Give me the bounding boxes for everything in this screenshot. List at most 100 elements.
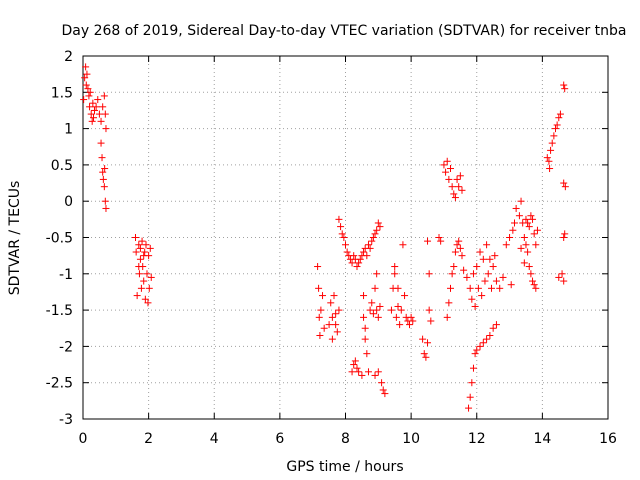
data-point <box>555 273 563 281</box>
data-point <box>366 244 374 252</box>
data-point <box>488 284 496 292</box>
data-point <box>97 139 105 147</box>
data-point <box>469 364 477 372</box>
data-point <box>360 292 368 300</box>
data-point <box>350 361 358 369</box>
data-point <box>473 263 481 271</box>
data-point <box>420 350 428 358</box>
data-point <box>360 313 368 321</box>
data-point <box>373 270 381 278</box>
data-point <box>448 270 456 278</box>
data-point <box>445 299 453 307</box>
data-point <box>325 321 333 329</box>
data-point <box>351 357 359 365</box>
data-point <box>391 263 399 271</box>
data-point <box>373 306 381 314</box>
data-point <box>520 234 528 241</box>
data-point <box>409 317 417 325</box>
data-point <box>527 270 535 278</box>
data-point <box>556 110 564 118</box>
data-point <box>558 270 566 278</box>
data-point <box>506 234 514 241</box>
data-point <box>453 175 461 183</box>
data-point <box>546 165 554 173</box>
data-point <box>560 81 568 89</box>
data-point <box>489 263 497 271</box>
data-point <box>143 270 151 278</box>
data-point <box>437 237 445 245</box>
data-point <box>419 335 427 343</box>
y-tick-label: 1 <box>64 122 73 138</box>
x-axis-ticks: 0 2 4 6 8 10 12 14 16 <box>79 56 617 447</box>
data-point <box>340 234 348 241</box>
data-point <box>483 335 491 343</box>
data-point <box>102 204 110 212</box>
data-point <box>371 371 379 379</box>
data-point <box>463 273 471 281</box>
data-point <box>328 335 336 343</box>
y-tick-label: -0.5 <box>46 231 73 247</box>
y-tick-label: 0.5 <box>51 158 73 174</box>
data-point <box>453 241 461 249</box>
y-tick-label: 2 <box>64 49 73 65</box>
x-tick-label: 2 <box>144 431 153 447</box>
data-point <box>86 103 94 111</box>
data-point <box>532 241 540 249</box>
data-point <box>97 117 105 125</box>
data-point <box>548 139 556 147</box>
data-point <box>401 292 409 300</box>
y-tick-label: -1.5 <box>46 303 73 319</box>
data-point <box>455 237 463 245</box>
data-point <box>102 125 110 133</box>
data-point <box>342 241 349 249</box>
data-point <box>348 259 356 267</box>
data-point <box>507 281 515 289</box>
x-tick-label: 0 <box>79 431 88 447</box>
y-tick-label: -2 <box>59 339 73 355</box>
data-point <box>476 342 484 350</box>
data-point <box>499 273 507 281</box>
data-point <box>363 350 371 358</box>
grid-lines <box>83 56 608 419</box>
data-point <box>333 328 341 336</box>
data-point <box>407 313 415 321</box>
data-point <box>376 223 384 231</box>
data-point <box>532 284 540 292</box>
data-point <box>353 364 361 372</box>
data-point <box>474 284 482 292</box>
data-point <box>442 168 450 176</box>
data-point <box>466 393 474 401</box>
data-point <box>83 70 91 78</box>
data-point <box>465 404 473 412</box>
data-point <box>144 299 152 307</box>
data-point <box>445 175 453 183</box>
data-point <box>337 223 345 231</box>
data-point <box>525 223 533 231</box>
data-point <box>366 306 374 314</box>
data-point <box>492 277 500 285</box>
data-point <box>491 252 499 260</box>
y-axis-ticks: -3 -2.5 -2 -1.5 -1 -0.5 0 0.5 1 1.5 2 <box>46 49 608 428</box>
data-point <box>327 299 335 307</box>
data-point <box>492 321 500 329</box>
data-point <box>140 252 148 260</box>
data-point <box>335 306 343 314</box>
data-point <box>137 284 145 292</box>
data-point <box>364 368 372 376</box>
data-point <box>360 248 368 256</box>
data-point <box>517 244 525 252</box>
data-point <box>338 230 346 238</box>
data-point <box>550 132 558 140</box>
data-point <box>315 284 323 292</box>
data-point <box>552 125 559 133</box>
data-point <box>520 259 528 267</box>
data-point <box>443 313 451 321</box>
data-point <box>81 74 89 82</box>
data-point <box>466 284 474 292</box>
data-point <box>376 302 384 310</box>
x-axis-label: GPS time / hours <box>286 459 403 475</box>
data-point <box>371 284 379 292</box>
data-point <box>100 92 108 100</box>
data-point <box>447 165 454 173</box>
data-point <box>543 154 551 162</box>
